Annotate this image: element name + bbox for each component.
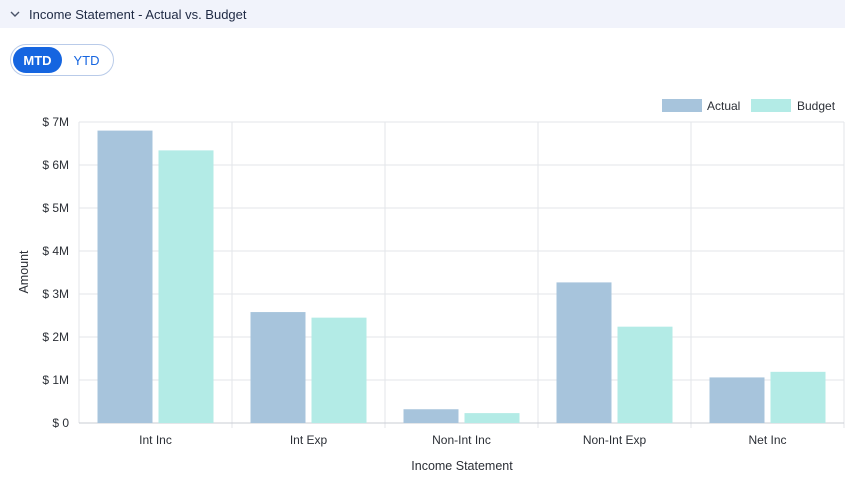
bar-actual-1[interactable] (250, 312, 306, 423)
bar-budget-0[interactable] (158, 150, 214, 423)
y-tick-label: $ 6M (42, 158, 69, 172)
y-axis-ticks: $ 0 $ 1M $ 2M $ 3M $ 4M $ 5M $ 6M $ 7M (42, 115, 69, 430)
x-axis-title: Income Statement (411, 459, 513, 473)
bar-actual-4[interactable] (709, 377, 765, 423)
x-tick-label: Int Inc (139, 433, 172, 447)
y-tick-label: $ 3M (42, 287, 69, 301)
bar-actual-0[interactable] (97, 130, 153, 423)
x-tick-label: Net Inc (748, 433, 786, 447)
ytd-button[interactable]: YTD (73, 52, 100, 68)
legend-swatch-budget[interactable] (751, 99, 791, 112)
bar-budget-2[interactable] (464, 413, 520, 423)
bar-budget-4[interactable] (770, 371, 826, 423)
legend-label-actual[interactable]: Actual (707, 99, 740, 113)
y-axis-title: Amount (17, 250, 31, 294)
chart-bars (97, 130, 826, 423)
panel-title: Income Statement - Actual vs. Budget (29, 6, 247, 22)
panel-header[interactable]: Income Statement - Actual vs. Budget (0, 0, 845, 28)
chart-legend: Actual Budget (662, 99, 836, 113)
period-toggle[interactable]: MTD YTD (10, 44, 114, 76)
x-axis-ticks: Int Inc Int Exp Non-Int Inc Non-Int Exp Net … (139, 433, 786, 447)
y-tick-label: $ 4M (42, 244, 69, 258)
x-tick-label: Non-Int Exp (583, 433, 647, 447)
y-tick-label: $ 1M (42, 373, 69, 387)
chevron-down-icon[interactable] (8, 7, 22, 21)
y-tick-label: $ 0 (52, 416, 69, 430)
bar-budget-3[interactable] (617, 326, 673, 423)
legend-swatch-actual[interactable] (662, 99, 702, 112)
bar-actual-3[interactable] (556, 282, 612, 423)
x-tick-label: Int Exp (290, 433, 328, 447)
x-tick-label: Non-Int Inc (432, 433, 491, 447)
y-tick-label: $ 5M (42, 201, 69, 215)
legend-label-budget[interactable]: Budget (797, 99, 836, 113)
y-tick-label: $ 2M (42, 330, 69, 344)
bar-actual-2[interactable] (403, 409, 459, 423)
mtd-button[interactable]: MTD (13, 47, 62, 73)
bar-budget-1[interactable] (311, 317, 367, 423)
y-tick-label: $ 7M (42, 115, 69, 129)
